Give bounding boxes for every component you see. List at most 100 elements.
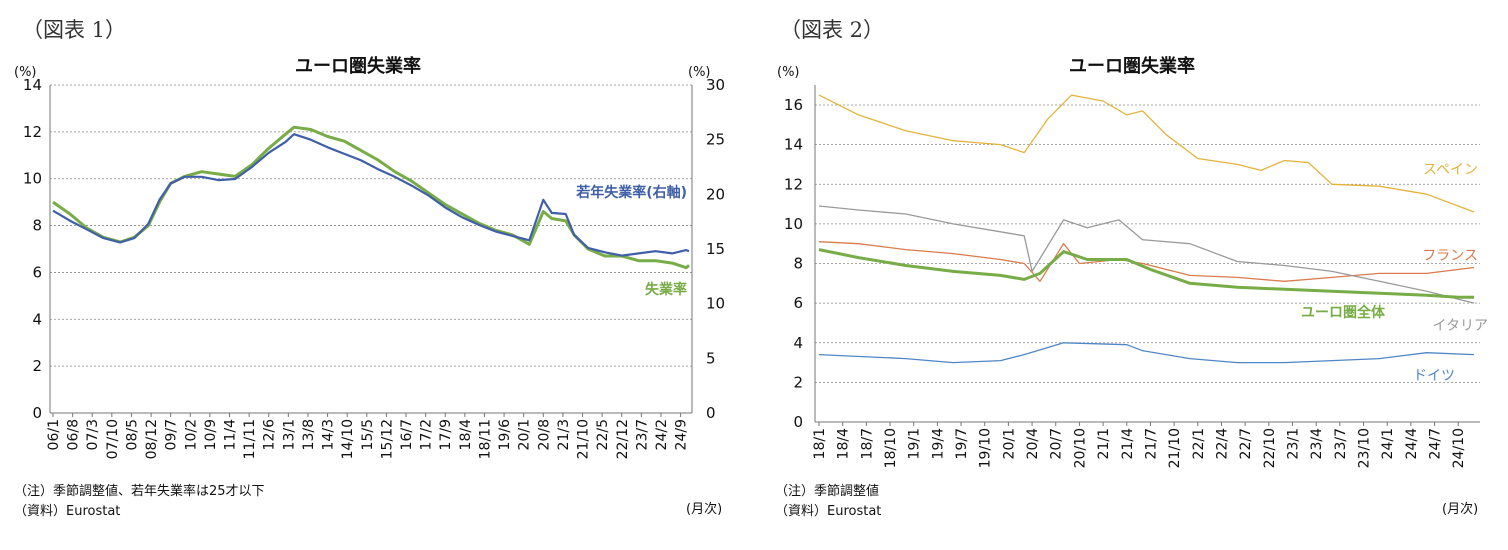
chart1-ytick-left: 14	[23, 76, 42, 94]
chart2-ylabel: (%)	[777, 65, 800, 80]
chart1-xtick-label: 24/2	[654, 419, 670, 450]
chart1-xtick-label: 21/10	[576, 419, 592, 459]
chart1-ytick-left: 2	[32, 357, 42, 375]
chart1-ytick-right: 30	[706, 76, 725, 94]
chart1-xtick-label: 18/4	[458, 419, 474, 451]
chart2-ytick: 0	[793, 413, 803, 431]
chart1-xtick-label: 08/5	[124, 419, 140, 450]
chart2-xtick-label: 22/1	[1191, 428, 1207, 459]
figure1-label: （図表 1）	[22, 18, 127, 42]
chart1-xlabel: (月次)	[686, 501, 722, 517]
chart1-xtick-label: 22/12	[615, 419, 631, 459]
chart1-ytick-left: 4	[32, 310, 42, 328]
chart2-legend-italy: イタリア	[1433, 318, 1488, 334]
chart2-xtick-label: 20/1	[1001, 428, 1017, 459]
chart2-title: ユーロ圏失業率	[1069, 55, 1195, 77]
chart2-xtick-label: 18/4	[836, 428, 852, 460]
series-italy-line	[818, 205, 1475, 304]
chart2-ytick: 2	[793, 373, 803, 391]
chart1-ytick-left: 10	[23, 170, 42, 188]
chart1-ytick-right: 0	[706, 404, 716, 422]
chart2-xtick-label: 19/10	[978, 428, 994, 468]
chart-euro-unemployment-by-country: ユーロ圏失業率 (%) (月次) 0 2 4 6 8 10 12 14 16 18/1 18/4 18/7 1…	[777, 55, 1488, 517]
chart1-xtick-label: 20/8	[536, 419, 552, 450]
chart2-ytick: 4	[793, 334, 803, 352]
chart2-legend-france: フランス	[1422, 248, 1478, 264]
chart1-xtick-label: 12/6	[262, 419, 278, 451]
chart1-ytick-right: 5	[706, 349, 716, 367]
chart1-xtick-label: 19/6	[497, 419, 513, 451]
figure1-source: （資料）Eurostat	[14, 504, 121, 519]
chart1-ylabel-right: (%)	[688, 65, 711, 80]
chart1-ytick-right: 20	[706, 185, 725, 203]
chart1-ytick-right: 25	[706, 131, 725, 149]
chart1-xtick-label: 17/2	[419, 419, 435, 450]
chart1-xtick-label: 09/7	[164, 419, 180, 450]
chart1-xtick-label: 23/7	[634, 419, 650, 450]
figure2-source: （資料）Eurostat	[775, 504, 882, 519]
series-germany-line	[818, 342, 1475, 364]
chart2-xtick-label: 22/7	[1238, 428, 1254, 459]
chart2-xtick-label: 20/10	[1072, 428, 1088, 468]
chart2-ytick: 12	[784, 175, 803, 193]
chart2-xtick-label: 18/1	[812, 428, 828, 459]
chart2-xtick-label: 19/4	[930, 428, 946, 460]
chart1-xtick-label: 17/9	[438, 419, 454, 450]
chart1-xtick-label: 14/10	[340, 419, 356, 459]
chart2-xtick-label: 21/10	[1167, 428, 1183, 468]
chart1-ytick-left: 8	[32, 217, 42, 235]
chart2-ytick: 10	[784, 215, 803, 233]
chart2-xtick-label: 20/7	[1049, 428, 1065, 459]
chart1-ylabel-left: (%)	[14, 65, 37, 80]
chart2-xtick-label: 19/7	[954, 428, 970, 459]
chart2-ytick: 14	[784, 136, 803, 154]
series-spain-line	[818, 94, 1475, 213]
chart1-xtick-label: 13/1	[281, 419, 297, 450]
chart1-xtick-label: 06/1	[46, 419, 62, 450]
chart1-xtick-label: 06/8	[66, 419, 82, 450]
chart2-xtick-label: 18/7	[859, 428, 875, 459]
chart1-xtick-label: 16/7	[399, 419, 415, 450]
chart2-xtick-label: 21/4	[1120, 428, 1136, 460]
chart2-xtick-label: 24/4	[1404, 428, 1420, 460]
chart2-legend-eurozone: ユーロ圏全体	[1301, 304, 1386, 321]
chart2-xtick-label: 22/4	[1214, 428, 1230, 460]
chart1-title: ユーロ圏失業率	[295, 55, 421, 77]
chart1-legend-youth: 若年失業率(右軸)	[575, 184, 687, 201]
chart2-xlabel: (月次)	[1442, 501, 1478, 517]
chart2-xtick-label: 23/10	[1357, 428, 1373, 468]
chart1-xtick-label: 21/3	[556, 419, 572, 450]
figure2-note: （注）季節調整値	[775, 484, 880, 499]
chart2-xtick-label: 18/10	[883, 428, 899, 468]
chart1-xtick-label: 15/12	[379, 419, 395, 459]
chart1-xtick-label: 11/11	[242, 419, 258, 459]
chart1-xtick-label: 18/11	[477, 419, 493, 459]
chart1-xtick-label: 11/4	[223, 419, 239, 451]
chart-euro-unemployment-youth: ユーロ圏失業率 (%) (%) (月次) 0 2 4 6 8 10 12 14 0 5 10 15 20 25 30…	[14, 55, 725, 517]
chart1-ytick-left: 0	[32, 404, 42, 422]
series-eurozone-line	[818, 248, 1474, 299]
chart1-xtick-label: 20/1	[517, 419, 533, 450]
chart2-xtick-label: 21/7	[1143, 428, 1159, 459]
chart2-xtick-label: 19/1	[907, 428, 923, 459]
chart1-xtick-label: 10/2	[183, 419, 199, 450]
series-france-line	[818, 241, 1475, 282]
series-youth-unemployment-line	[52, 133, 690, 257]
chart2-xtick-label: 21/1	[1096, 428, 1112, 459]
chart2-ytick: 16	[784, 96, 803, 114]
chart2-legend-germany: ドイツ	[1413, 368, 1455, 384]
chart1-xtick-label: 07/10	[105, 419, 121, 459]
chart2-xtick-label: 20/4	[1025, 428, 1041, 460]
chart2-xtick-label: 23/4	[1309, 428, 1325, 460]
chart1-xtick-label: 08/12	[144, 419, 160, 459]
chart2-ytick: 6	[793, 294, 803, 312]
figure1-note: （注）季節調整値、若年失業率は25才以下	[14, 484, 265, 499]
chart1-xtick-label: 15/5	[360, 419, 376, 450]
chart1-ytick-left: 6	[32, 263, 42, 281]
chart1-ytick-left: 12	[23, 123, 42, 141]
chart2-xtick-label: 22/10	[1262, 428, 1278, 468]
chart1-ytick-right: 15	[706, 240, 725, 258]
figure2-label: （図表 2）	[780, 18, 885, 42]
chart1-xtick-label: 10/9	[203, 419, 219, 450]
chart1-xtick-label: 14/3	[321, 419, 337, 450]
